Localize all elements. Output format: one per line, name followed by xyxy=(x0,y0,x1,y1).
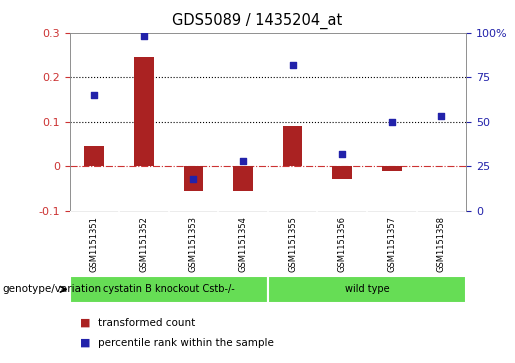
Bar xyxy=(183,166,203,191)
Text: transformed count: transformed count xyxy=(98,318,195,328)
Bar xyxy=(268,276,466,303)
Text: GSM1151357: GSM1151357 xyxy=(387,216,396,272)
Text: cystatin B knockout Cstb-/-: cystatin B knockout Cstb-/- xyxy=(103,285,234,294)
Text: percentile rank within the sample: percentile rank within the sample xyxy=(98,338,274,348)
Point xyxy=(190,176,198,182)
Bar xyxy=(134,57,154,166)
Bar xyxy=(70,276,268,303)
Bar xyxy=(283,126,302,166)
Point xyxy=(239,158,247,164)
Text: wild type: wild type xyxy=(345,285,389,294)
Text: GSM1151351: GSM1151351 xyxy=(90,216,99,272)
Point xyxy=(140,33,148,39)
Text: GSM1151354: GSM1151354 xyxy=(238,216,248,272)
Text: GSM1151358: GSM1151358 xyxy=(437,216,446,272)
Point xyxy=(90,92,98,98)
Point xyxy=(338,151,346,156)
Text: genotype/variation: genotype/variation xyxy=(3,284,101,294)
Text: ■: ■ xyxy=(80,318,90,328)
Bar xyxy=(233,166,253,191)
Text: GSM1151353: GSM1151353 xyxy=(189,216,198,272)
Text: ■: ■ xyxy=(80,338,90,348)
Bar xyxy=(382,166,402,171)
Bar xyxy=(84,146,104,166)
Point xyxy=(388,119,396,125)
Text: GSM1151356: GSM1151356 xyxy=(338,216,347,272)
Text: GSM1151352: GSM1151352 xyxy=(140,216,148,272)
Bar xyxy=(332,166,352,179)
Point xyxy=(437,113,445,119)
Text: GSM1151355: GSM1151355 xyxy=(288,216,297,272)
Text: GDS5089 / 1435204_at: GDS5089 / 1435204_at xyxy=(173,13,342,29)
Point xyxy=(288,62,297,68)
